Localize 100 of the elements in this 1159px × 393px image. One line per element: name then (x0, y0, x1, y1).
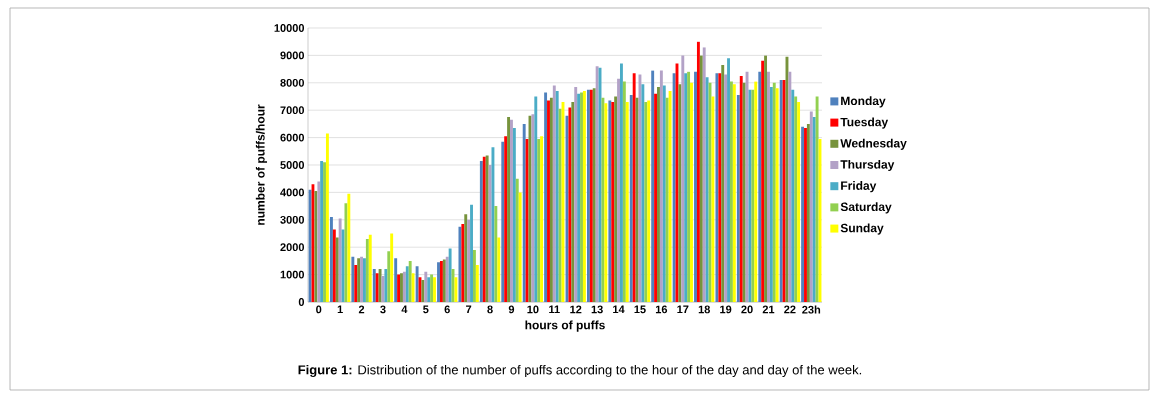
x-tick-label: 3 (380, 305, 386, 314)
bar (479, 160, 483, 302)
x-tick-label: 17 (677, 305, 689, 314)
x-tick-label: 12 (570, 305, 582, 314)
bar (635, 97, 639, 302)
bar (472, 249, 476, 302)
bar (690, 82, 693, 302)
bar (344, 203, 348, 302)
bar (332, 229, 336, 302)
bar (424, 271, 428, 302)
x-tick-label: 4 (401, 305, 408, 314)
bar (501, 141, 505, 302)
bar (625, 101, 629, 302)
bar (775, 88, 779, 302)
bar (497, 237, 501, 302)
bar (411, 273, 415, 302)
bar (699, 55, 703, 302)
x-tick-label: 6 (444, 305, 450, 314)
y-tick-label: 10000 (274, 24, 305, 32)
bar (629, 95, 633, 302)
y-tick-label: 8000 (280, 78, 305, 87)
bar (387, 251, 391, 302)
y-tick-label: 1000 (280, 270, 305, 279)
bar (335, 237, 339, 302)
legend-label: Tuesday (840, 117, 889, 129)
bar (617, 78, 620, 302)
bar (678, 84, 682, 302)
bar (614, 96, 618, 302)
bar (325, 133, 329, 302)
x-tick-label: 21 (762, 305, 775, 314)
bar (761, 60, 765, 302)
bar (555, 91, 559, 302)
bar (651, 70, 655, 302)
y-tick-label: 7000 (280, 106, 305, 115)
bar (767, 71, 770, 302)
bar (657, 86, 660, 302)
legend-label: Thursday (840, 159, 895, 172)
y-tick-label: 4000 (280, 188, 305, 197)
bar (619, 63, 623, 302)
bar (552, 85, 556, 302)
bar (475, 265, 479, 302)
bar (641, 84, 645, 302)
bar (601, 97, 605, 302)
bar (375, 273, 379, 302)
bar (415, 266, 419, 302)
bar (665, 97, 669, 302)
bar (329, 217, 333, 302)
x-tick-label: 20 (741, 305, 753, 314)
x-tick-label: 0 (316, 305, 322, 314)
bar (702, 47, 706, 302)
y-tick-label: 5000 (280, 161, 305, 169)
x-tick-label: 7 (466, 305, 472, 314)
bar (571, 101, 575, 302)
bar (558, 108, 562, 302)
bar (791, 89, 795, 302)
bar (515, 178, 519, 302)
text: Figure 1: Distribution of the number of puffs according to the hour of the day and day of the week. (298, 364, 862, 378)
bar (797, 101, 801, 302)
bar (405, 266, 409, 302)
x-tick-label: 2 (358, 305, 365, 314)
bar (372, 269, 376, 302)
bar (654, 93, 658, 302)
bar (365, 238, 369, 302)
x-tick-label: 14 (613, 305, 625, 314)
bar (522, 123, 526, 302)
y-tick-label: 9000 (280, 51, 305, 60)
bar (672, 73, 676, 302)
x-tick-label: 18 (698, 305, 710, 314)
bar (694, 71, 697, 302)
bar (518, 192, 522, 302)
x-tick-label: 8 (487, 305, 493, 314)
bar (742, 82, 746, 302)
legend-label: Wednesday (840, 138, 907, 150)
bar (464, 214, 468, 302)
x-tick-label: 11 (549, 305, 560, 314)
bar (525, 138, 529, 302)
legend-label: Monday (841, 96, 886, 108)
y-tick-label: 3000 (280, 215, 305, 224)
bar (711, 96, 715, 302)
x-tick-label: 19 (720, 305, 732, 314)
bar (491, 147, 495, 302)
y-axis-title: number of puffs/hour (255, 104, 268, 225)
x-tick-label: 13 (591, 305, 603, 314)
bar (806, 123, 810, 302)
bar (448, 248, 452, 302)
bar (681, 55, 685, 302)
legend-label: Saturday (840, 202, 892, 214)
bar (470, 204, 473, 302)
bar (705, 77, 709, 302)
bar (812, 117, 816, 302)
bar (378, 269, 382, 302)
bar (534, 96, 538, 302)
bar (772, 82, 776, 302)
bar (794, 96, 798, 302)
bar (815, 96, 819, 302)
y-tick-label: 0 (298, 298, 305, 306)
bar (769, 86, 773, 302)
bar (736, 95, 740, 302)
bar (764, 55, 768, 302)
bar (384, 269, 388, 302)
